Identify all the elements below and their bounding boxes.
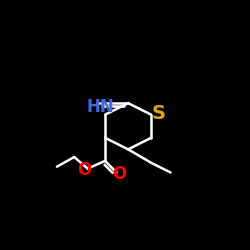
Text: HN: HN — [86, 98, 114, 116]
Text: S: S — [152, 104, 166, 123]
Text: O: O — [112, 165, 126, 183]
Text: O: O — [77, 161, 91, 179]
